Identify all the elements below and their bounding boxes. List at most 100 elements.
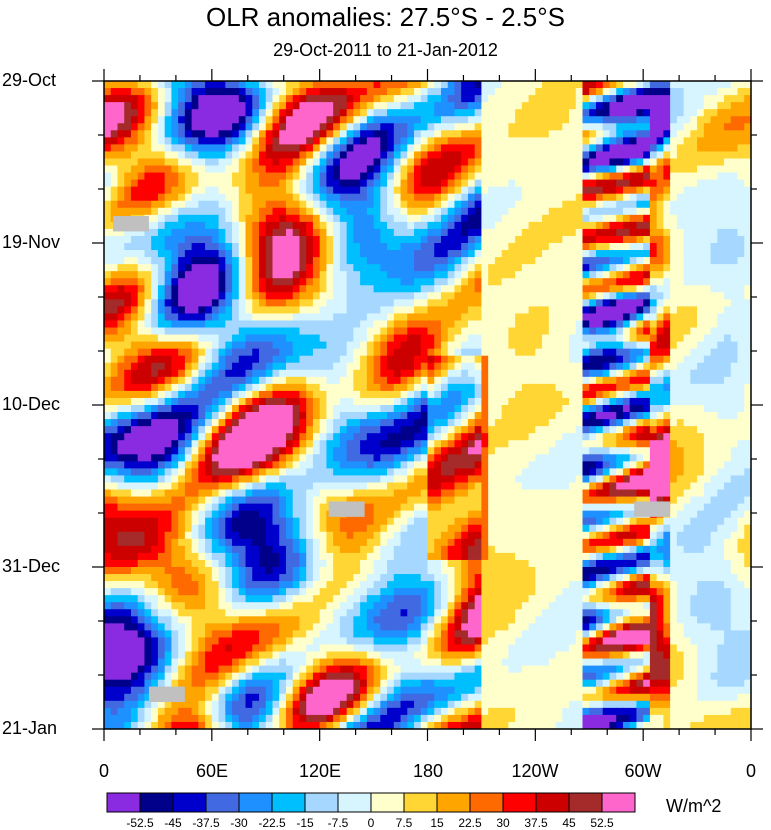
field-cell bbox=[312, 264, 321, 272]
field-cell bbox=[461, 151, 469, 160]
field-cell bbox=[420, 200, 429, 209]
field-cell bbox=[124, 151, 132, 160]
field-cell bbox=[589, 95, 597, 103]
field-cell bbox=[643, 235, 651, 244]
field-cell bbox=[697, 355, 705, 364]
field-cell bbox=[521, 327, 530, 336]
field-cell bbox=[407, 228, 415, 237]
field-cell bbox=[710, 376, 718, 385]
field-cell bbox=[494, 88, 503, 96]
field-cell bbox=[724, 397, 732, 406]
field-cell bbox=[373, 327, 381, 336]
field-cell bbox=[259, 123, 267, 131]
field-cell bbox=[137, 250, 146, 258]
field-cell bbox=[339, 412, 348, 420]
field-cell bbox=[272, 137, 280, 145]
field-cell bbox=[238, 158, 247, 167]
field-cell bbox=[184, 419, 193, 427]
field-cell bbox=[467, 123, 476, 131]
field-cell bbox=[225, 214, 233, 223]
field-cell bbox=[346, 320, 354, 329]
field-cell bbox=[285, 348, 294, 357]
field-cell bbox=[521, 123, 530, 131]
field-cell bbox=[130, 81, 139, 89]
field-cell bbox=[467, 390, 476, 399]
field-cell bbox=[184, 397, 193, 406]
field-cell bbox=[697, 200, 705, 209]
field-cell bbox=[292, 299, 301, 307]
field-cell bbox=[515, 320, 523, 329]
field-cell bbox=[697, 383, 705, 392]
field-cell bbox=[555, 88, 563, 96]
field-cell bbox=[467, 355, 476, 364]
field-cell bbox=[198, 243, 206, 251]
field-cell bbox=[515, 102, 523, 110]
field-cell bbox=[420, 306, 429, 315]
field-cell bbox=[447, 306, 456, 315]
field-cell bbox=[285, 440, 294, 448]
field-cell bbox=[697, 433, 705, 441]
field-cell bbox=[353, 179, 361, 188]
field-cell bbox=[730, 235, 739, 244]
field-cell bbox=[265, 207, 274, 216]
field-cell bbox=[346, 376, 354, 385]
field-cell bbox=[137, 362, 146, 371]
field-cell bbox=[380, 144, 388, 153]
field-cell bbox=[164, 306, 172, 315]
field-cell bbox=[279, 390, 287, 399]
field-cell bbox=[697, 144, 705, 153]
field-cell bbox=[312, 109, 321, 117]
field-cell bbox=[670, 235, 678, 244]
field-cell bbox=[676, 334, 685, 343]
field-cell bbox=[676, 355, 685, 364]
field-cell bbox=[104, 172, 112, 181]
field-cell bbox=[346, 158, 354, 167]
field-cell bbox=[366, 186, 375, 195]
field-cell bbox=[515, 383, 523, 392]
field-cell bbox=[238, 327, 247, 336]
field-cell bbox=[117, 137, 125, 145]
field-cell bbox=[717, 179, 725, 188]
field-cell bbox=[643, 264, 651, 272]
field-cell bbox=[252, 397, 260, 406]
field-cell bbox=[339, 221, 348, 230]
field-cell bbox=[164, 355, 172, 364]
field-cell bbox=[407, 426, 415, 434]
field-cell bbox=[730, 299, 739, 307]
field-cell bbox=[346, 341, 354, 350]
field-cell bbox=[461, 313, 469, 322]
field-cell bbox=[528, 313, 536, 322]
field-cell bbox=[360, 243, 368, 251]
field-cell bbox=[515, 81, 523, 89]
field-cell bbox=[238, 426, 247, 434]
field-cell bbox=[724, 433, 732, 441]
field-cell bbox=[299, 376, 307, 385]
field-cell bbox=[643, 109, 651, 117]
field-cell bbox=[373, 292, 381, 300]
field-cell bbox=[515, 179, 523, 188]
field-cell bbox=[434, 334, 442, 343]
field-cell bbox=[528, 348, 536, 357]
field-cell bbox=[434, 123, 442, 131]
field-cell bbox=[393, 264, 402, 272]
field-cell bbox=[697, 102, 705, 110]
field-cell bbox=[548, 109, 557, 117]
field-cell bbox=[272, 81, 280, 89]
field-cell bbox=[178, 158, 186, 167]
field-cell bbox=[414, 285, 422, 293]
field-cell bbox=[609, 426, 617, 434]
field-cell bbox=[562, 214, 570, 223]
field-cell bbox=[589, 214, 597, 223]
field-cell bbox=[683, 362, 691, 371]
field-cell bbox=[562, 137, 570, 145]
field-cell bbox=[575, 158, 584, 167]
field-cell bbox=[245, 116, 253, 124]
field-cell bbox=[387, 292, 395, 300]
field-cell bbox=[494, 419, 503, 427]
field-cell bbox=[454, 348, 462, 357]
field-cell bbox=[501, 376, 509, 385]
field-cell bbox=[629, 440, 638, 448]
field-cell bbox=[494, 186, 503, 195]
field-cell bbox=[373, 193, 381, 202]
field-cell bbox=[373, 412, 381, 420]
